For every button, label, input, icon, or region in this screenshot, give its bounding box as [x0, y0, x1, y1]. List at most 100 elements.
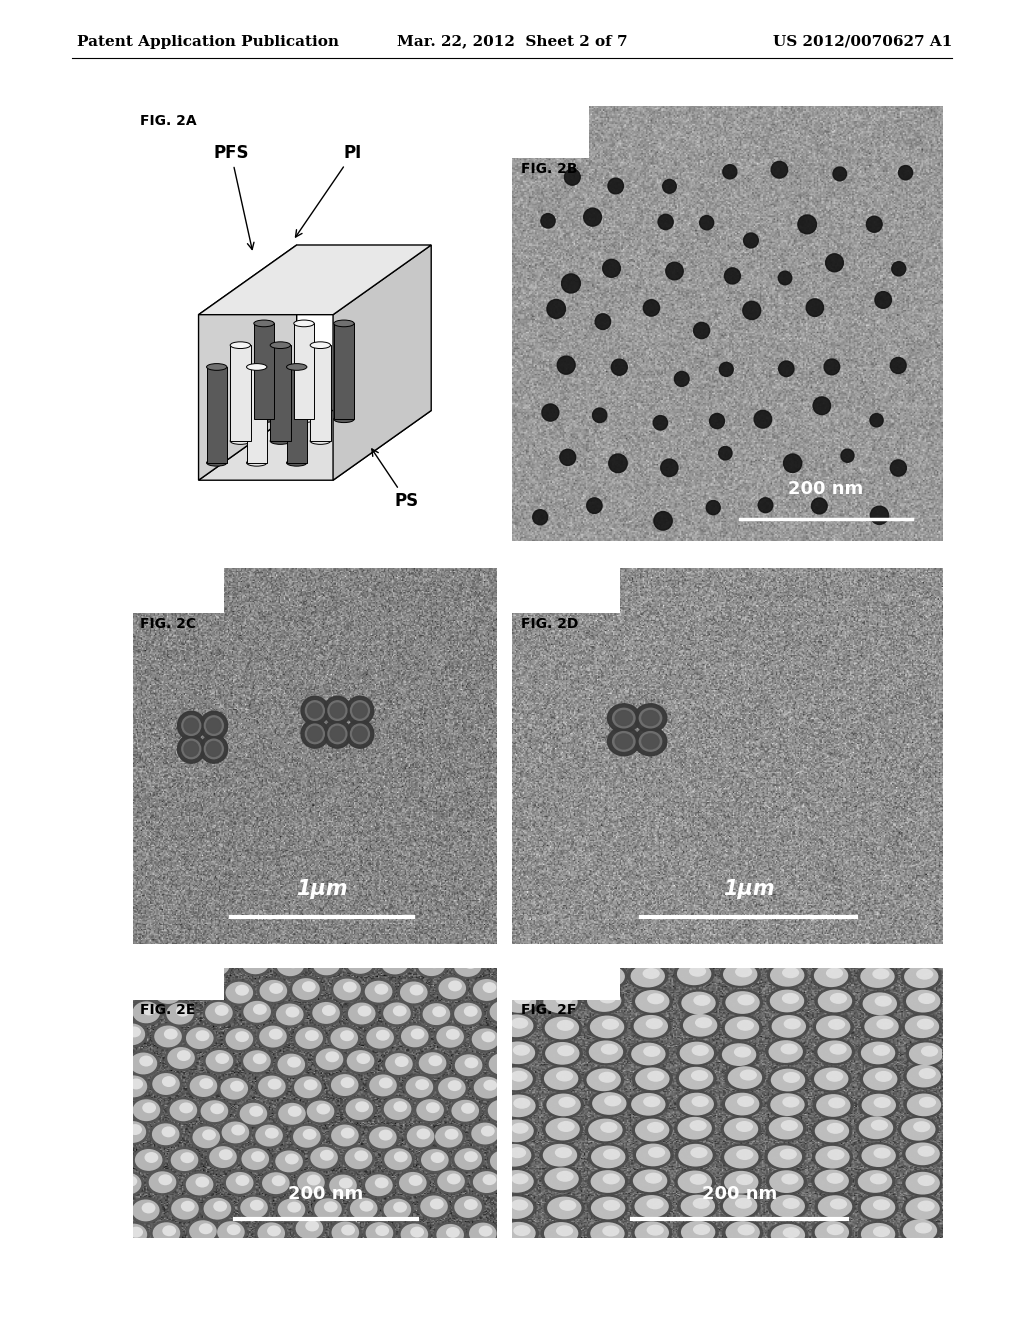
Ellipse shape: [690, 1173, 707, 1185]
Ellipse shape: [433, 1221, 467, 1249]
Ellipse shape: [768, 1012, 809, 1040]
Ellipse shape: [918, 1175, 935, 1187]
Ellipse shape: [406, 1076, 433, 1098]
Ellipse shape: [828, 1019, 845, 1030]
Ellipse shape: [124, 1176, 137, 1187]
Ellipse shape: [355, 1101, 369, 1113]
Ellipse shape: [857, 1039, 899, 1067]
Ellipse shape: [587, 1068, 621, 1092]
Ellipse shape: [381, 1096, 414, 1122]
Ellipse shape: [587, 1220, 628, 1247]
Ellipse shape: [555, 1147, 572, 1158]
Ellipse shape: [257, 1222, 285, 1245]
Ellipse shape: [859, 990, 900, 1018]
Ellipse shape: [487, 1100, 515, 1122]
Ellipse shape: [857, 1221, 899, 1247]
Ellipse shape: [362, 978, 395, 1005]
Bar: [512, 968, 620, 1001]
Ellipse shape: [345, 1147, 373, 1170]
Circle shape: [813, 397, 830, 414]
Ellipse shape: [768, 1146, 802, 1168]
Ellipse shape: [588, 1143, 629, 1171]
Ellipse shape: [255, 1125, 283, 1147]
Ellipse shape: [780, 1121, 798, 1131]
Ellipse shape: [814, 1068, 849, 1090]
Circle shape: [611, 359, 628, 375]
Ellipse shape: [556, 1071, 573, 1081]
Ellipse shape: [783, 1018, 801, 1030]
Ellipse shape: [370, 1074, 397, 1097]
Ellipse shape: [409, 1175, 423, 1185]
Circle shape: [639, 731, 662, 751]
Ellipse shape: [555, 994, 572, 1005]
Ellipse shape: [905, 1143, 940, 1166]
Ellipse shape: [215, 1053, 229, 1064]
Polygon shape: [247, 367, 267, 463]
Ellipse shape: [170, 1100, 198, 1121]
Text: FIG. 2A: FIG. 2A: [140, 115, 197, 128]
Ellipse shape: [471, 1074, 504, 1101]
Ellipse shape: [304, 1080, 317, 1090]
Ellipse shape: [307, 1144, 341, 1171]
Circle shape: [639, 709, 662, 727]
Ellipse shape: [485, 1097, 518, 1123]
Ellipse shape: [219, 1119, 252, 1146]
Ellipse shape: [165, 1044, 198, 1072]
Ellipse shape: [132, 1200, 160, 1221]
Ellipse shape: [645, 1172, 663, 1184]
Ellipse shape: [141, 1203, 156, 1213]
Ellipse shape: [417, 1129, 430, 1139]
Ellipse shape: [293, 1024, 326, 1052]
Ellipse shape: [359, 1201, 374, 1212]
Ellipse shape: [599, 993, 616, 1003]
Circle shape: [328, 725, 347, 743]
Ellipse shape: [635, 1195, 669, 1218]
Ellipse shape: [734, 1047, 752, 1057]
Ellipse shape: [863, 1068, 897, 1090]
Ellipse shape: [416, 1080, 429, 1090]
Circle shape: [200, 711, 227, 741]
Ellipse shape: [902, 1140, 943, 1167]
Ellipse shape: [279, 1102, 306, 1125]
Circle shape: [811, 498, 827, 513]
Ellipse shape: [236, 985, 249, 995]
Ellipse shape: [874, 995, 892, 1007]
Ellipse shape: [591, 1197, 626, 1220]
Ellipse shape: [473, 979, 501, 1001]
Ellipse shape: [378, 950, 412, 977]
Circle shape: [330, 726, 345, 742]
Ellipse shape: [381, 1196, 414, 1224]
Polygon shape: [333, 246, 431, 480]
Ellipse shape: [341, 1225, 355, 1236]
Ellipse shape: [251, 1151, 265, 1162]
Ellipse shape: [872, 969, 890, 979]
Ellipse shape: [500, 1170, 534, 1193]
Circle shape: [719, 362, 733, 376]
Ellipse shape: [159, 1175, 172, 1185]
Ellipse shape: [207, 1143, 240, 1171]
Ellipse shape: [770, 964, 805, 986]
Ellipse shape: [902, 1195, 943, 1222]
Ellipse shape: [737, 1096, 755, 1107]
Ellipse shape: [905, 1040, 947, 1068]
Ellipse shape: [446, 1173, 461, 1184]
Ellipse shape: [862, 993, 897, 1015]
Ellipse shape: [487, 1147, 520, 1175]
Ellipse shape: [693, 995, 711, 1006]
Ellipse shape: [274, 1051, 308, 1078]
Ellipse shape: [186, 1218, 219, 1245]
Ellipse shape: [312, 1002, 340, 1024]
Ellipse shape: [380, 1001, 414, 1027]
Ellipse shape: [253, 1053, 266, 1064]
Ellipse shape: [474, 1077, 502, 1098]
Ellipse shape: [155, 982, 182, 1005]
Ellipse shape: [383, 1002, 411, 1024]
Ellipse shape: [223, 979, 256, 1006]
Ellipse shape: [604, 1096, 622, 1106]
Circle shape: [666, 263, 683, 280]
Ellipse shape: [472, 1028, 500, 1051]
Polygon shape: [199, 411, 431, 480]
Ellipse shape: [602, 1019, 620, 1030]
Ellipse shape: [254, 319, 274, 327]
Ellipse shape: [117, 1073, 151, 1100]
